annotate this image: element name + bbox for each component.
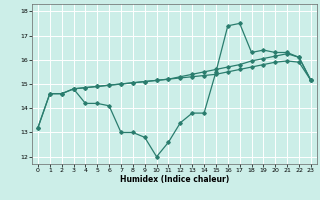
X-axis label: Humidex (Indice chaleur): Humidex (Indice chaleur) bbox=[120, 175, 229, 184]
